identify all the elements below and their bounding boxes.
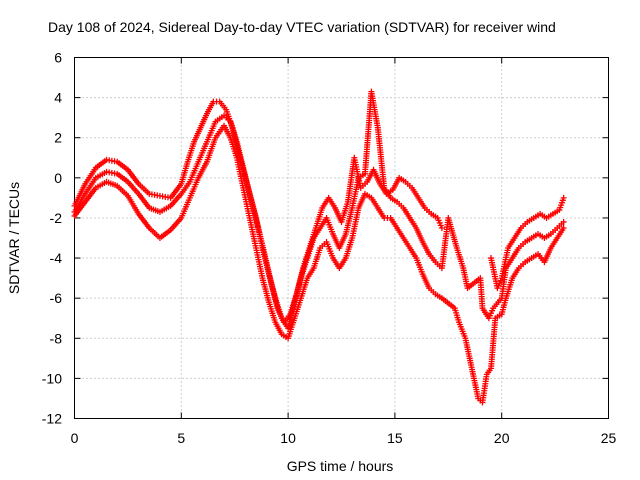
y-tick-label: 0 <box>54 170 62 186</box>
x-tick-label: 10 <box>280 430 296 446</box>
y-tick-label: 2 <box>54 130 62 146</box>
data-series <box>71 88 567 406</box>
y-tick-label: -8 <box>50 330 63 346</box>
y-tick-label: -2 <box>50 210 63 226</box>
x-tick-label: 5 <box>177 430 185 446</box>
chart-title: Day 108 of 2024, Sidereal Day-to-day VTE… <box>48 19 556 35</box>
series-upper-band <box>71 98 567 326</box>
x-axis-label: GPS time / hours <box>287 458 394 474</box>
data-point <box>560 218 567 225</box>
y-tick-label: 4 <box>54 90 62 106</box>
grid <box>74 57 609 419</box>
series-middle-band <box>71 88 567 332</box>
data-point <box>438 224 445 231</box>
x-tick-labels: 0 5 10 15 20 25 <box>71 430 617 446</box>
y-axis-label: SDTVAR / TECUs <box>6 182 22 294</box>
y-tick-label: -12 <box>42 411 62 427</box>
x-tick-label: 20 <box>494 430 510 446</box>
x-tick-label: 15 <box>387 430 403 446</box>
data-point <box>560 224 567 231</box>
y-tick-label: -6 <box>50 290 63 306</box>
plot-frame <box>74 57 609 419</box>
y-tick-label: -4 <box>50 250 63 266</box>
y-tick-labels: -12 -10 -8 -6 -4 -2 0 2 4 6 <box>42 50 62 427</box>
x-tick-label: 0 <box>71 430 79 446</box>
y-tick-label: 6 <box>54 50 62 66</box>
x-tick-label: 25 <box>601 430 617 446</box>
data-point <box>560 194 567 201</box>
y-tick-label: -10 <box>42 370 62 386</box>
series-lower-band <box>71 122 567 406</box>
